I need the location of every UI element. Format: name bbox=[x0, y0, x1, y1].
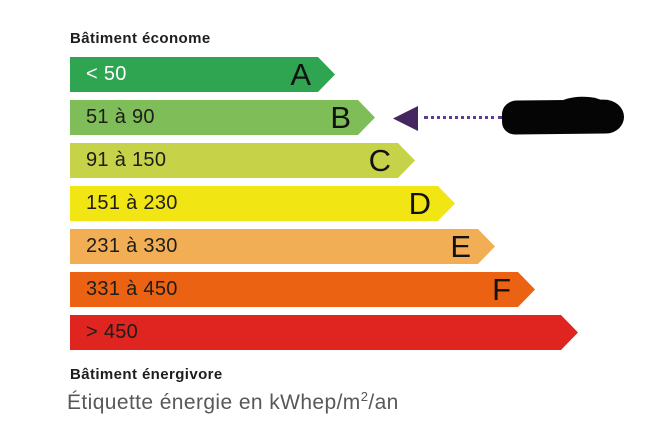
energy-bar-C: 91 à 150 C bbox=[70, 143, 415, 178]
caption-superscript: 2 bbox=[360, 389, 369, 404]
energy-bar-D: 151 à 230 D bbox=[70, 186, 455, 221]
energy-bar-B: 51 à 90 B bbox=[70, 100, 375, 135]
energy-bar-F: 331 à 450 F bbox=[70, 272, 535, 307]
range-label-A: < 50 bbox=[86, 63, 127, 85]
caption-prefix: Étiquette énergie en bbox=[67, 391, 270, 414]
energy-intensive-building-label: Bâtiment énergivore bbox=[70, 366, 223, 383]
energy-bar-E: 231 à 330 E bbox=[70, 229, 495, 264]
class-letter-C: C bbox=[368, 142, 391, 178]
caption: Étiquette énergie en kWhep/m2/an bbox=[67, 389, 399, 415]
indicator-dotted-line bbox=[424, 116, 502, 119]
energy-scale: < 50 A 51 à 90 B 91 à 150 C 151 à 230 D 231 à 33… bbox=[70, 57, 578, 358]
economical-building-label: Bâtiment économe bbox=[70, 30, 211, 47]
range-label-F: 331 à 450 bbox=[86, 278, 178, 300]
class-letter-A: A bbox=[290, 56, 311, 92]
class-letter-E: E bbox=[450, 228, 471, 264]
range-label-E: 231 à 330 bbox=[86, 235, 178, 257]
energy-bar-G: > 450 bbox=[70, 315, 578, 350]
range-label-G: > 450 bbox=[86, 321, 139, 343]
range-label-B: 51 à 90 bbox=[86, 106, 155, 128]
redacted-value-blob bbox=[501, 99, 625, 135]
caption-suffix: /an bbox=[368, 391, 399, 414]
class-letter-B: B bbox=[330, 99, 351, 135]
energy-bar-A: < 50 A bbox=[70, 57, 335, 92]
class-letter-D: D bbox=[408, 185, 431, 221]
class-letter-F: F bbox=[492, 271, 511, 307]
caption-unit: kWhep/m bbox=[269, 391, 361, 414]
range-label-D: 151 à 230 bbox=[86, 192, 178, 214]
range-label-C: 91 à 150 bbox=[86, 149, 167, 171]
